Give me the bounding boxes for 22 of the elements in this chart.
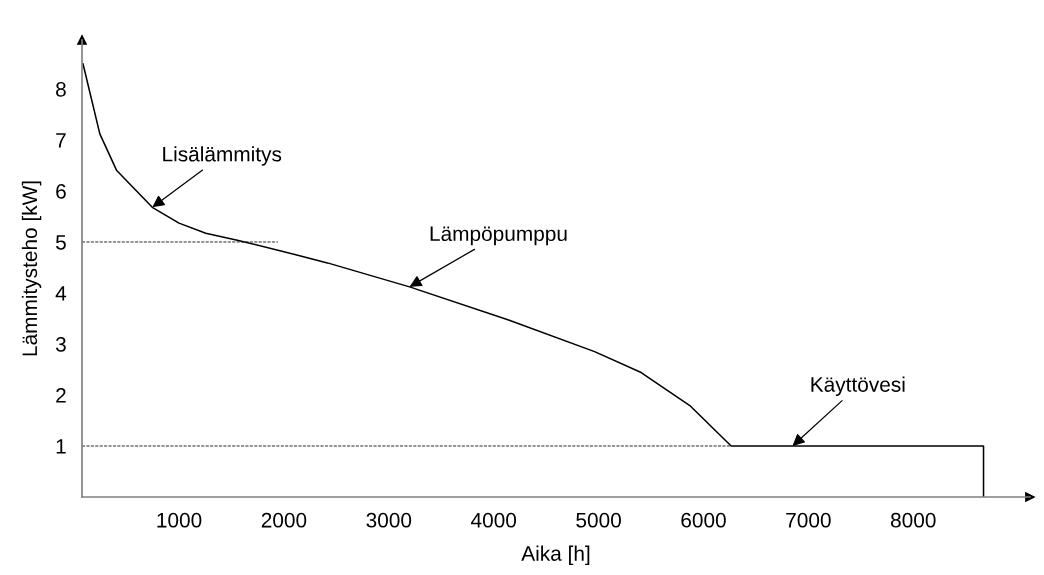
line-series — [82, 63, 985, 497]
x-axis-title: Aika [h] — [521, 545, 590, 566]
annotation: Lisälämmitys — [163, 146, 282, 166]
y-axis-title: Lämmitysteho [kW] — [21, 181, 42, 356]
y-tick-label: 5 — [55, 235, 66, 250]
x-tick-label: 8000 — [890, 512, 936, 528]
y-tick-label: 7 — [56, 133, 66, 148]
annotation: Lämpöpumppu — [430, 226, 567, 246]
x-tick-label: 6000 — [681, 512, 726, 528]
x-tick-label: 5000 — [576, 512, 621, 528]
x-tick-label: 1000 — [157, 512, 202, 528]
y-tick-label: 2 — [56, 387, 66, 403]
y-tick-label: 4 — [55, 286, 67, 301]
x-tick-label: 4000 — [471, 512, 517, 528]
x-tick-label: 2000 — [261, 512, 307, 528]
x-tick-label: 3000 — [366, 512, 412, 528]
y-tick-label: 1 — [56, 439, 66, 454]
y-tick-label: 8 — [56, 81, 66, 97]
y-tick-label: 3 — [55, 336, 66, 352]
annotation: Käyttövesi — [811, 376, 905, 396]
y-tick-label: 6 — [56, 183, 66, 199]
x-tick-label: 7000 — [786, 512, 831, 528]
